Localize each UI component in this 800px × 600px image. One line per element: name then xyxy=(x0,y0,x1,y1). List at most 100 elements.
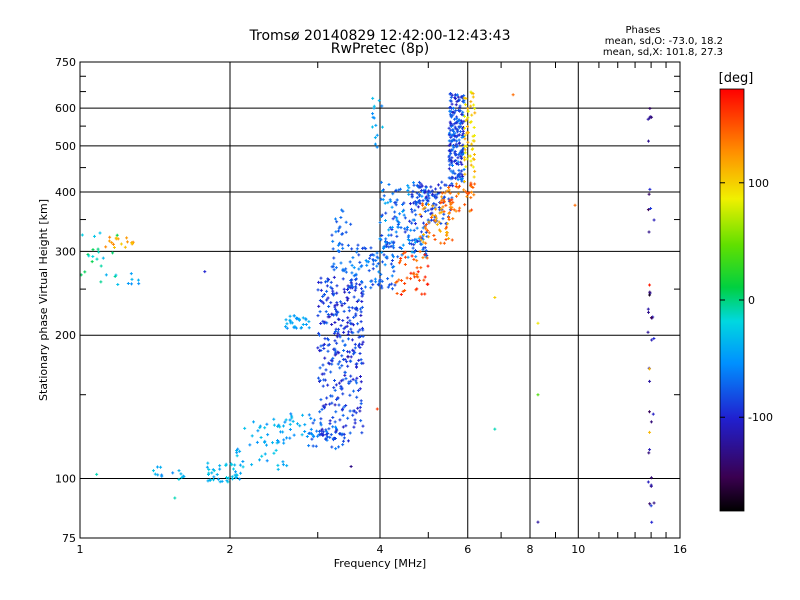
echo-point xyxy=(390,274,394,278)
echo-point xyxy=(333,347,337,351)
echo-point xyxy=(332,275,336,279)
echo-point xyxy=(357,344,361,348)
echo-point xyxy=(393,201,397,205)
echo-point xyxy=(536,520,540,524)
echo-point xyxy=(241,459,245,463)
echo-point xyxy=(83,270,87,274)
echo-point xyxy=(424,196,428,200)
echo-point xyxy=(212,469,216,473)
echo-point xyxy=(387,183,391,187)
echo-point xyxy=(433,193,437,197)
echo-point xyxy=(281,430,285,434)
colorbar-label: [deg] xyxy=(719,71,754,86)
echo-point xyxy=(99,280,103,284)
echo-point xyxy=(453,134,457,138)
echo-point xyxy=(289,412,293,416)
echo-point xyxy=(493,296,497,300)
echo-point xyxy=(364,247,368,251)
echo-point xyxy=(457,172,461,176)
echo-point xyxy=(330,233,334,237)
echo-point xyxy=(417,180,421,184)
echo-point xyxy=(361,334,365,338)
echo-point xyxy=(376,282,380,286)
echo-point xyxy=(408,219,412,223)
echo-point xyxy=(274,448,278,452)
echo-point xyxy=(449,152,453,156)
echo-point xyxy=(309,427,313,431)
echo-point xyxy=(412,243,416,247)
echo-point xyxy=(355,395,359,399)
echo-point xyxy=(438,229,442,233)
echo-point xyxy=(646,117,650,121)
echo-point xyxy=(335,335,339,339)
echo-point xyxy=(329,370,333,374)
echo-point xyxy=(449,207,453,211)
echo-point xyxy=(104,273,108,277)
echo-point xyxy=(331,239,335,243)
echo-point xyxy=(339,300,343,304)
echo-point xyxy=(646,330,650,334)
echo-point xyxy=(649,420,653,424)
echo-point xyxy=(330,359,334,363)
echo-point xyxy=(125,240,129,244)
echo-point xyxy=(395,198,399,202)
echo-point xyxy=(350,271,354,275)
echo-point xyxy=(360,294,364,298)
y-tick-label: 600 xyxy=(55,102,76,115)
echo-point xyxy=(430,189,434,193)
echo-point xyxy=(448,184,452,188)
echo-point xyxy=(101,256,105,260)
echo-point xyxy=(397,188,401,192)
echo-point xyxy=(216,477,220,481)
echo-point xyxy=(419,214,423,218)
echo-point xyxy=(336,350,340,354)
echo-point xyxy=(339,216,343,220)
echo-point xyxy=(452,145,456,149)
echo-point xyxy=(449,91,453,95)
echo-point xyxy=(447,211,451,215)
echo-point xyxy=(442,210,446,214)
echo-point xyxy=(427,189,431,193)
echo-point xyxy=(360,305,364,309)
echo-point xyxy=(493,427,497,431)
echo-point xyxy=(421,203,425,207)
echo-point xyxy=(383,244,387,248)
echo-point xyxy=(335,313,339,317)
echo-point xyxy=(321,363,325,367)
echo-point xyxy=(646,310,650,314)
echo-point xyxy=(457,168,461,172)
echo-point xyxy=(412,238,416,242)
x-axis-label: Frequency [MHz] xyxy=(334,557,426,570)
echo-point xyxy=(341,246,345,250)
echo-point xyxy=(466,109,470,113)
x-tick-label: 16 xyxy=(673,543,687,556)
echo-point xyxy=(334,425,338,429)
echo-point xyxy=(450,93,454,97)
echo-point xyxy=(357,358,361,362)
echo-point xyxy=(469,90,473,94)
echo-point xyxy=(413,208,417,212)
phase-mean-o: mean, sd,O: -73.0, 18.2 xyxy=(605,36,723,47)
echo-point xyxy=(444,203,448,207)
echo-point xyxy=(415,287,419,291)
echo-point xyxy=(415,274,419,278)
echo-point xyxy=(353,351,357,355)
echo-point xyxy=(452,208,456,212)
echo-point xyxy=(425,282,429,286)
echo-point xyxy=(337,403,341,407)
echo-point xyxy=(130,282,134,286)
echo-point xyxy=(359,399,363,403)
echo-point xyxy=(455,162,459,166)
echo-point xyxy=(292,433,296,437)
echo-point xyxy=(395,291,399,295)
echo-point xyxy=(383,263,387,267)
echo-point xyxy=(107,239,111,243)
echo-point xyxy=(352,274,356,278)
echo-point xyxy=(346,333,350,337)
echo-point xyxy=(130,242,134,246)
echo-point xyxy=(156,473,160,477)
echo-point xyxy=(212,475,216,479)
echo-point xyxy=(319,321,323,325)
echo-point xyxy=(333,320,337,324)
echo-point xyxy=(410,210,414,214)
